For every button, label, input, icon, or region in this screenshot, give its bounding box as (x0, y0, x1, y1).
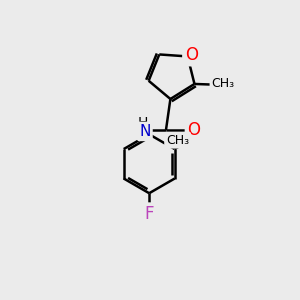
Text: CH₃: CH₃ (166, 134, 189, 147)
Text: O: O (187, 121, 200, 139)
Text: N: N (139, 124, 151, 139)
Text: CH₃: CH₃ (212, 77, 235, 90)
Text: O: O (184, 46, 198, 64)
Text: F: F (144, 205, 154, 223)
Text: H: H (138, 116, 148, 130)
